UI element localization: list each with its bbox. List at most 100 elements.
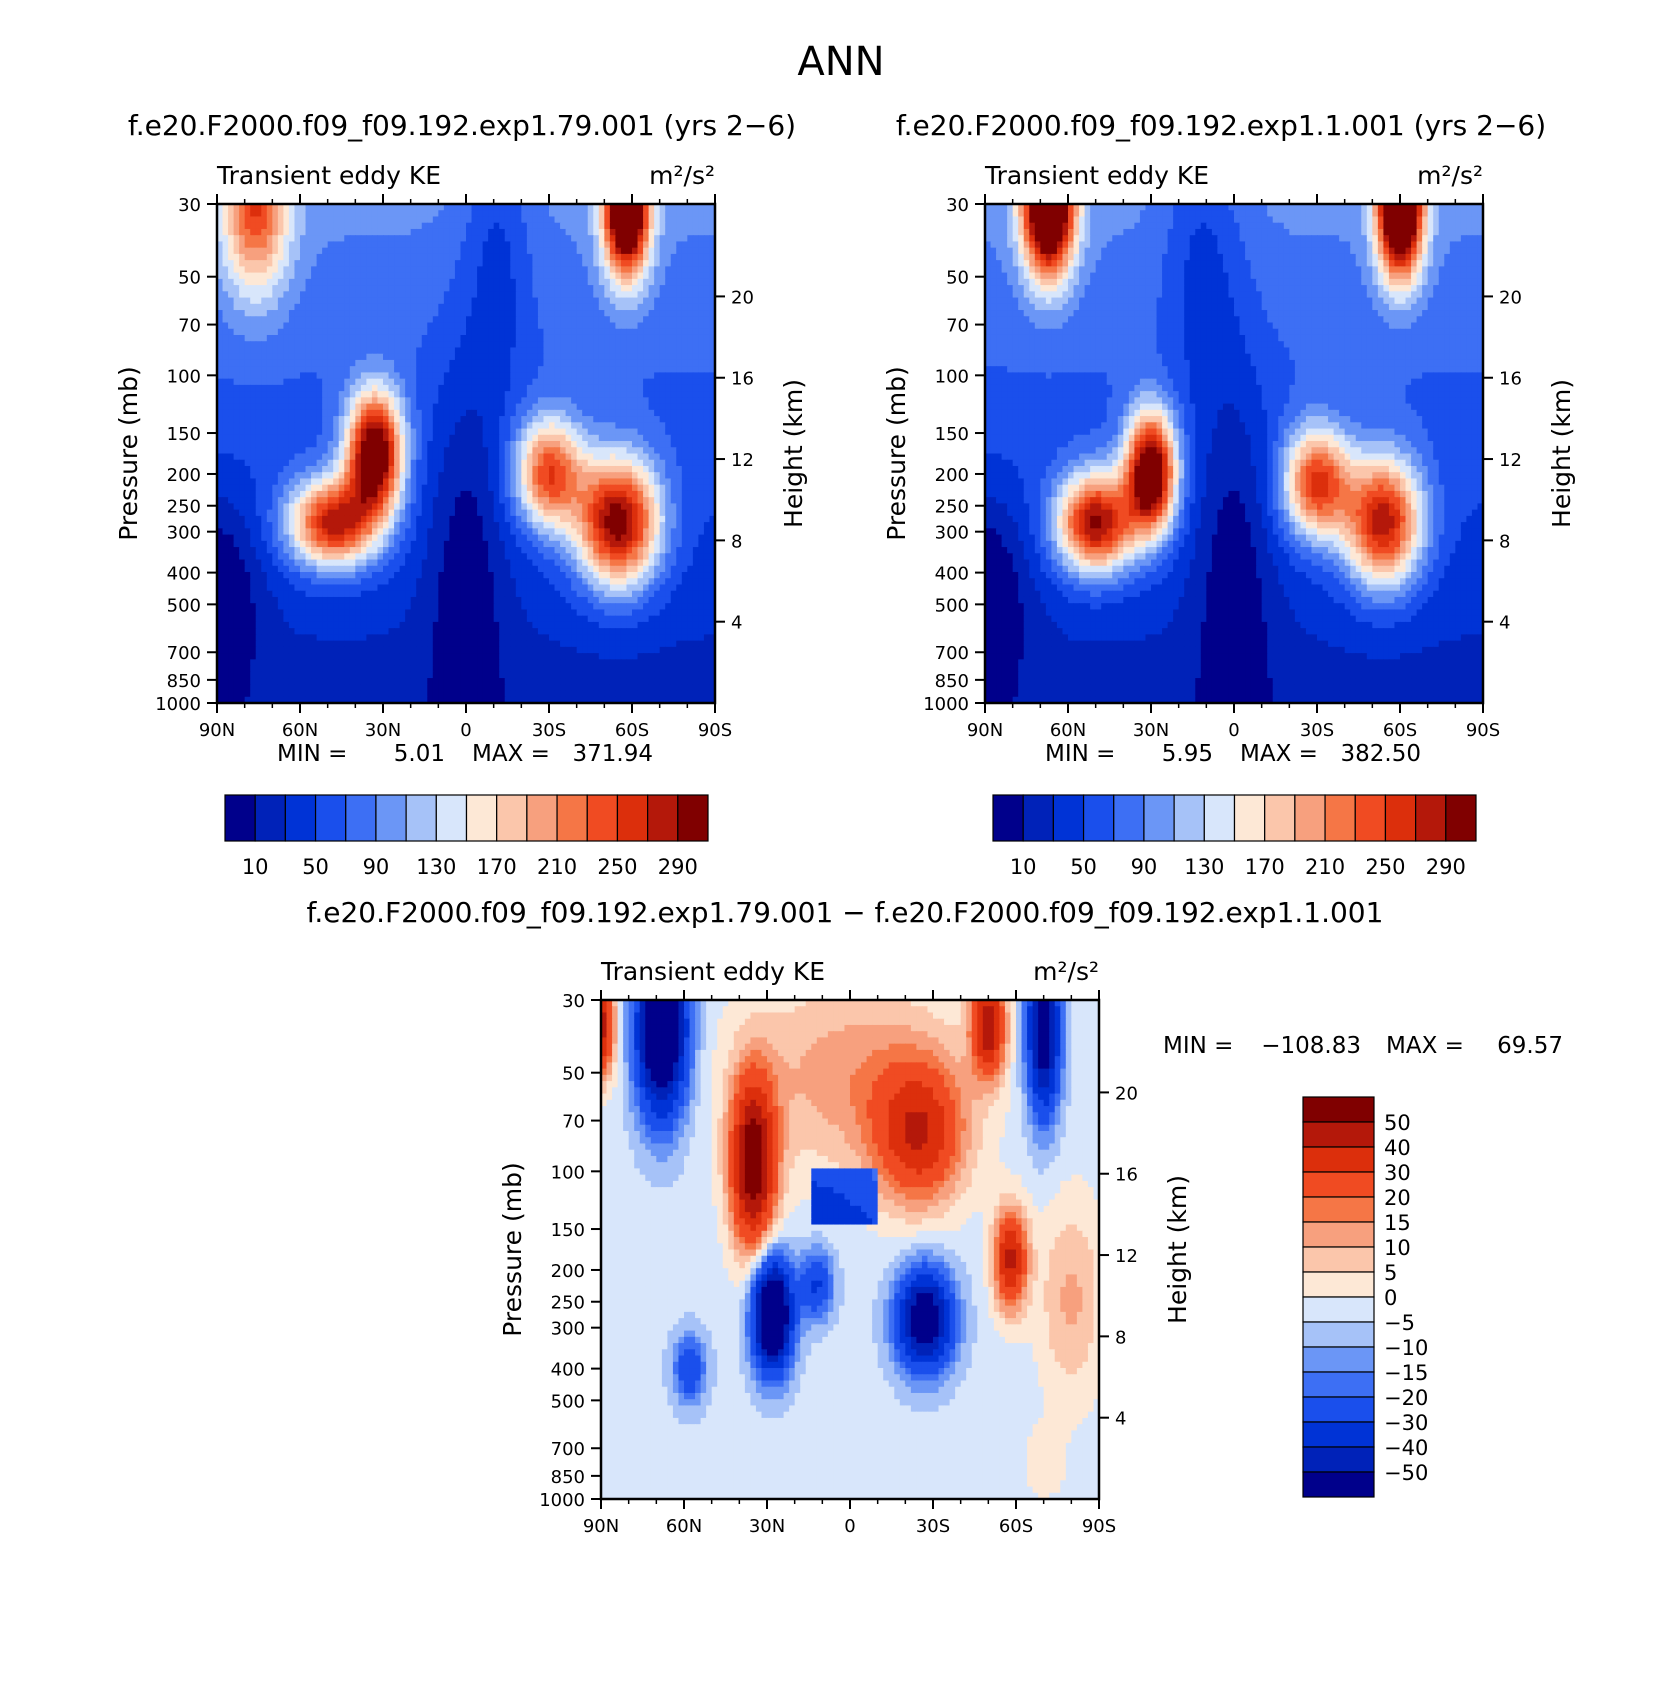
field-cell <box>394 253 401 261</box>
field-cell <box>355 397 362 405</box>
field-cell <box>416 341 423 349</box>
field-cell <box>598 278 605 286</box>
field-cell <box>222 409 229 417</box>
field-cell <box>626 472 633 480</box>
field-cell <box>659 210 666 218</box>
field-cell <box>482 459 489 467</box>
field-cell <box>703 322 711 330</box>
field-cell <box>471 328 478 336</box>
field-cell <box>543 459 550 467</box>
field-cell <box>449 247 456 255</box>
field-cell <box>322 503 329 511</box>
field-cell <box>438 210 445 218</box>
field-cell <box>670 459 677 467</box>
field-cell <box>526 478 533 486</box>
field-cell <box>300 522 307 529</box>
field-cell <box>327 247 334 255</box>
field-cell <box>349 478 356 486</box>
field-cell <box>454 228 462 236</box>
field-cell <box>261 490 268 498</box>
field-cell <box>665 416 672 423</box>
field-cell <box>305 472 312 480</box>
field-cell <box>421 459 428 467</box>
field-cell <box>582 353 589 361</box>
field-cell <box>316 547 323 554</box>
field-cell <box>388 285 395 292</box>
field-cell <box>543 253 550 261</box>
field-cell <box>244 328 251 336</box>
field-cell <box>222 334 229 342</box>
field-cell <box>300 409 307 417</box>
field-cell <box>305 397 312 405</box>
field-cell <box>228 310 235 317</box>
field-cell <box>383 547 390 554</box>
field-cell <box>272 441 279 448</box>
field-cell <box>537 522 545 529</box>
field-cell <box>643 441 650 448</box>
field-cell <box>449 341 456 349</box>
field-cell <box>449 528 456 536</box>
field-cell <box>410 297 417 305</box>
field-cell <box>488 447 495 455</box>
field-cell <box>443 509 450 517</box>
field-cell <box>222 341 229 349</box>
field-cell <box>582 260 589 267</box>
field-cell <box>632 434 639 442</box>
field-cell <box>615 272 622 280</box>
field-cell <box>255 278 262 286</box>
field-cell <box>266 409 273 417</box>
field-cell <box>488 241 495 249</box>
field-cell <box>632 347 639 355</box>
field-cell <box>504 515 511 523</box>
field-cell <box>288 316 296 324</box>
field-cell <box>537 490 545 498</box>
field-cell <box>399 316 406 324</box>
field-cell <box>615 204 622 211</box>
field-cell <box>659 447 666 455</box>
field-cell <box>266 378 273 386</box>
field-cell <box>493 397 500 405</box>
field-cell <box>537 272 545 280</box>
field-cell <box>477 210 484 218</box>
field-cell <box>648 228 655 236</box>
field-cell <box>515 291 522 299</box>
field-cell <box>620 478 628 486</box>
field-cell <box>405 310 412 317</box>
field-cell <box>233 228 240 236</box>
field-cell <box>333 465 340 473</box>
field-cell <box>549 409 556 417</box>
field-cell <box>255 391 262 398</box>
field-cell <box>366 241 373 249</box>
field-cell <box>288 447 296 455</box>
field-cell <box>261 478 268 486</box>
field-cell <box>322 422 329 430</box>
field-cell <box>421 216 428 224</box>
field-cell <box>482 422 489 430</box>
field-cell <box>692 366 699 374</box>
field-cell <box>327 272 334 280</box>
field-cell <box>648 316 655 324</box>
field-cell <box>587 403 594 411</box>
field-cell <box>355 310 362 317</box>
field-cell <box>327 416 334 423</box>
field-cell <box>360 422 367 430</box>
field-cell <box>399 291 406 299</box>
field-cell <box>272 465 279 473</box>
field-cell <box>427 366 434 374</box>
field-cell <box>305 366 312 374</box>
field-cell <box>532 422 539 430</box>
field-cell <box>316 291 323 299</box>
field-cell <box>316 472 323 480</box>
field-cell <box>587 465 594 473</box>
field-cell <box>543 465 550 473</box>
field-cell <box>477 328 484 336</box>
field-cell <box>460 403 467 411</box>
field-cell <box>587 341 594 349</box>
field-cell <box>665 484 672 492</box>
field-cell <box>482 353 489 361</box>
field-cell <box>355 241 362 249</box>
field-cell <box>526 366 533 374</box>
field-cell <box>244 228 251 236</box>
field-cell <box>604 247 611 255</box>
field-cell <box>560 260 567 267</box>
